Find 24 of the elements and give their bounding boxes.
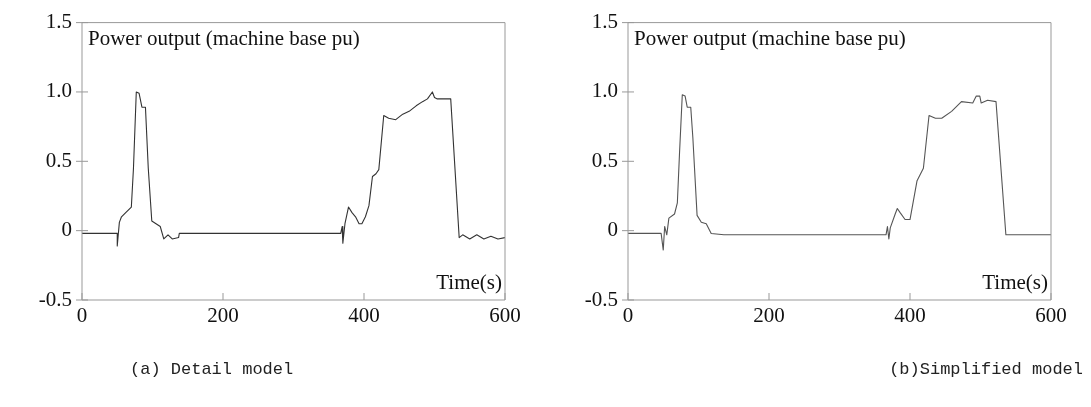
y-tick-label: 0.5	[591, 147, 618, 172]
x-tick-label: 200	[753, 303, 785, 328]
y-tick-label: 1.0	[45, 78, 72, 103]
x-axis-title: Time(s)	[436, 270, 502, 295]
y-tick-label: 1.0	[591, 78, 618, 103]
y-tick-label: 0	[607, 217, 618, 242]
text: (b)Simplified model	[889, 360, 1083, 379]
y-tick-label: -0.5	[38, 286, 72, 311]
y-tick-label: 0	[61, 217, 72, 242]
x-tick-label: 400	[894, 303, 926, 328]
y-tick-label: 0.5	[45, 147, 72, 172]
x-tick-label: 600	[489, 303, 521, 328]
x-tick-label: 600	[1035, 303, 1067, 328]
y-tick-label: 1.5	[45, 9, 72, 34]
x-tick-label: 400	[348, 303, 380, 328]
y-tick-label: -0.5	[584, 286, 618, 311]
x-tick-label: 200	[207, 303, 239, 328]
y-axis-title: Power output (machine base pu)	[88, 25, 360, 50]
y-tick-label: 1.5	[591, 9, 618, 34]
y-axis-title: Power output (machine base pu)	[634, 25, 906, 50]
x-tick-label: 0	[76, 303, 88, 328]
text: (a) Detail model	[130, 360, 294, 379]
x-tick-label: 0	[622, 303, 634, 328]
x-axis-title: Time(s)	[982, 270, 1048, 295]
